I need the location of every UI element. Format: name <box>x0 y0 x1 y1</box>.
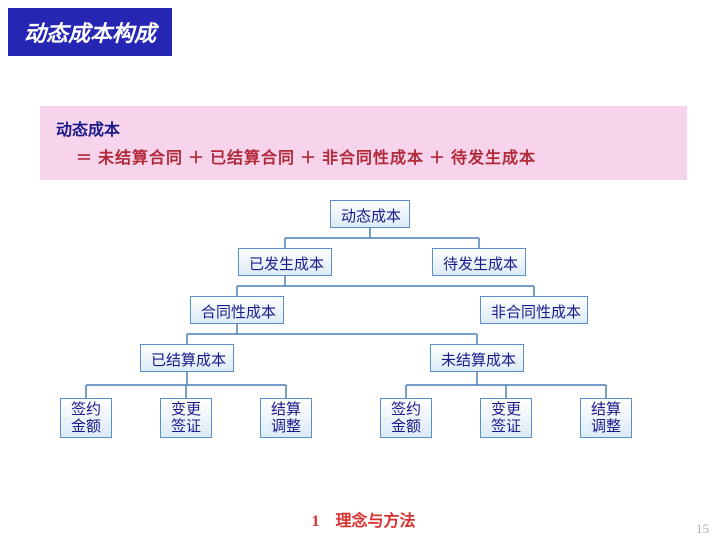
tree-node-s3: 结算调整 <box>260 398 312 438</box>
tree-node-u1: 签约金额 <box>380 398 432 438</box>
formula-equation: ＝ 未结算合同 ＋ 已结算合同 ＋ 非合同性成本 ＋ 待发生成本 <box>56 144 671 168</box>
tree-node-s2: 变更签证 <box>160 398 212 438</box>
tree-node-inc: 已发生成本 <box>238 248 332 276</box>
tree-node-pend: 待发生成本 <box>432 248 526 276</box>
tree-connectors <box>0 200 727 480</box>
tree-node-s1: 签约金额 <box>60 398 112 438</box>
tree-node-settled: 已结算成本 <box>140 344 234 372</box>
tree-node-unsett: 未结算成本 <box>430 344 524 372</box>
tree-node-u2: 变更签证 <box>480 398 532 438</box>
tree-node-contr: 合同性成本 <box>190 296 284 324</box>
formula-label: 动态成本 <box>56 116 671 140</box>
formula-box: 动态成本 ＝ 未结算合同 ＋ 已结算合同 ＋ 非合同性成本 ＋ 待发生成本 <box>40 106 687 180</box>
page-number: 15 <box>696 521 709 537</box>
tree-node-noncontr: 非合同性成本 <box>480 296 588 324</box>
section-footer: 1 理念与方法 <box>0 507 727 531</box>
tree-node-root: 动态成本 <box>330 200 410 228</box>
cost-tree-diagram: 动态成本已发生成本 待发生成本合同性成本 非合同性成本已结算成本 未结算成本签约金额 变… <box>0 200 727 480</box>
page-title-banner: 动态成本构成 <box>8 8 172 56</box>
tree-node-u3: 结算调整 <box>580 398 632 438</box>
